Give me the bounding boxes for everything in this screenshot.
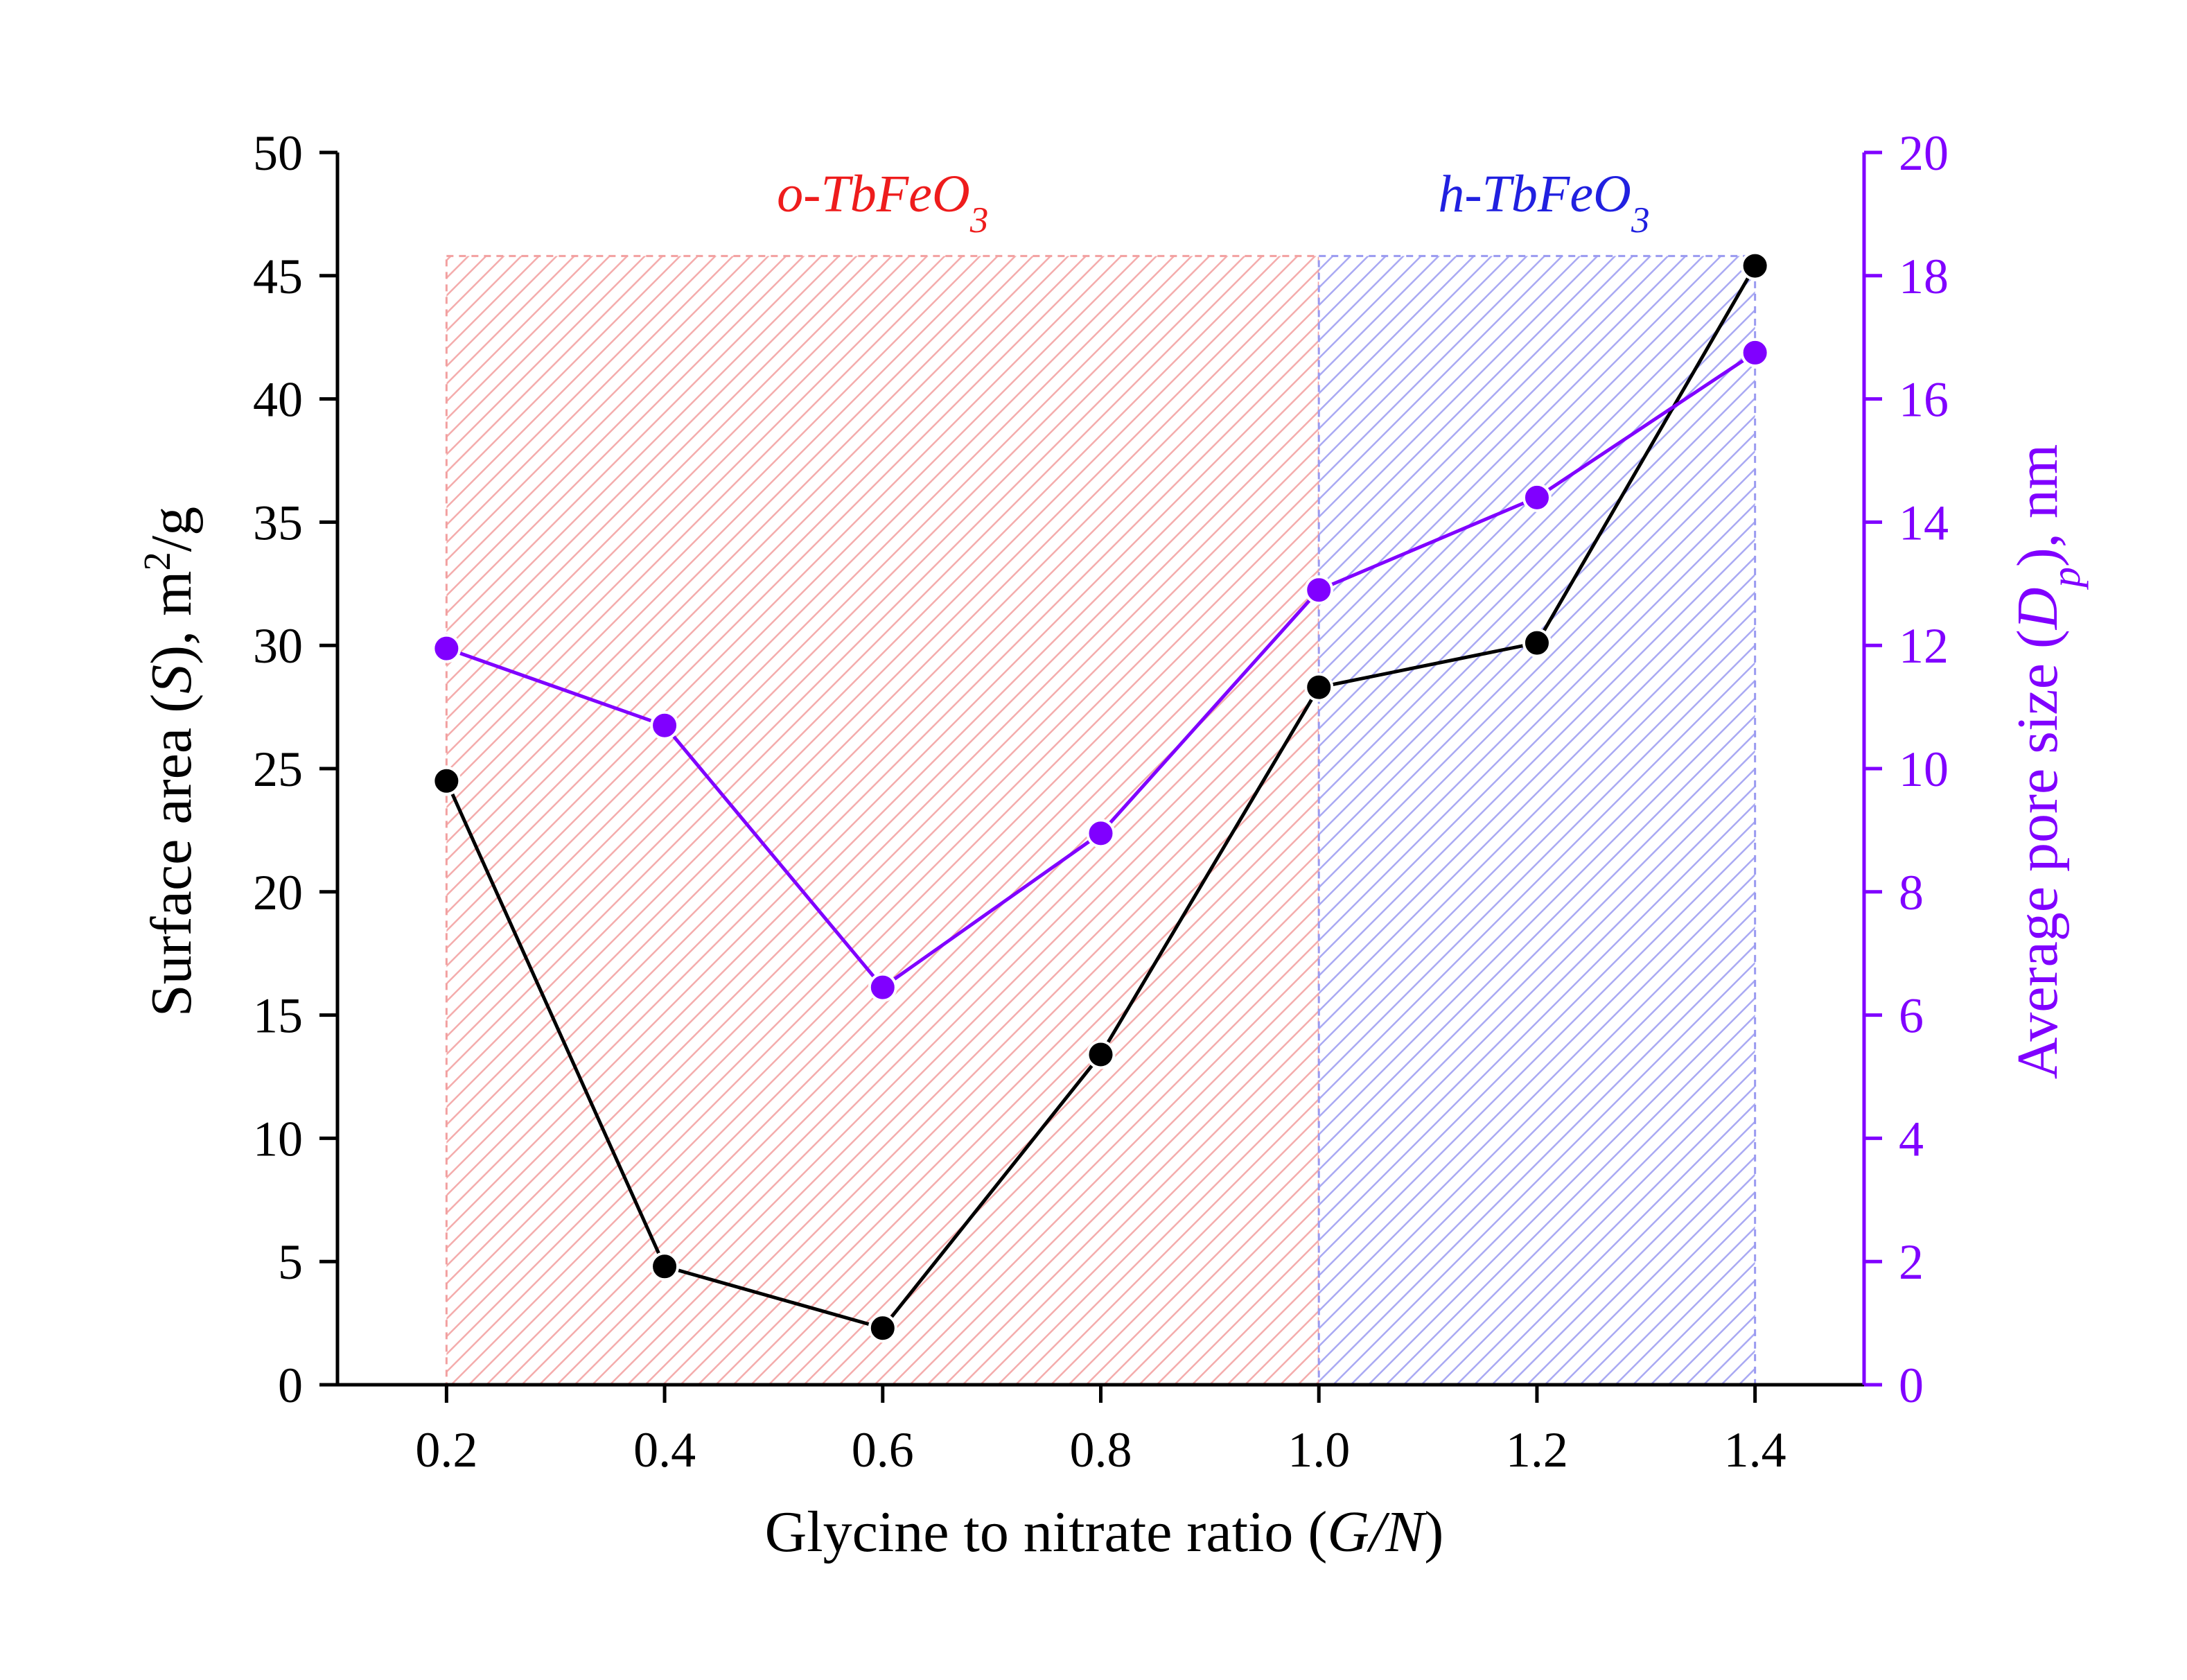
- y-right-tick-label: 0: [1899, 1358, 1924, 1413]
- phase-region-h: [1319, 256, 1755, 1385]
- y-left-tick-label: 10: [253, 1111, 303, 1166]
- surface-area-point: [1522, 628, 1552, 658]
- y-left-tick-label: 30: [253, 618, 303, 674]
- surface-area-point: [1740, 251, 1770, 281]
- x-tick-label: 1.2: [1506, 1422, 1568, 1478]
- y-right-tick-label: 12: [1899, 618, 1949, 674]
- y-left-tick-label: 25: [253, 742, 303, 797]
- y-left-tick-label: 15: [253, 988, 303, 1044]
- surface-area-point: [650, 1252, 680, 1281]
- y-right-tick-label: 4: [1899, 1111, 1924, 1166]
- y-right-tick-label: 18: [1899, 249, 1949, 304]
- surface-area-point: [1304, 672, 1334, 702]
- axis-labels: Glycine to nitrate ratio (G/N) Surface ar…: [136, 444, 2089, 1564]
- x-tick-label: 1.4: [1724, 1422, 1786, 1478]
- phase-region-border: [1317, 254, 1757, 1386]
- x-tick-label: 0.4: [633, 1422, 696, 1478]
- x-tick-label: 0.8: [1070, 1422, 1132, 1478]
- y-left-tick-label: 45: [253, 249, 303, 304]
- phase-regions: [445, 254, 1757, 1386]
- axes: 0.2 0.4 0.6 0.8 1.0 1.2 1.40510152025303540455…: [253, 125, 1949, 1478]
- y-right-tick-label: 16: [1899, 372, 1949, 428]
- pore-size-point: [868, 972, 897, 1002]
- pore-size-point: [1740, 338, 1770, 367]
- y-right-tick-label: 8: [1899, 865, 1924, 920]
- x-tick-label: 0.2: [415, 1422, 477, 1478]
- y-right-tick-label: 6: [1899, 988, 1924, 1044]
- y-right-tick-label: 2: [1899, 1234, 1924, 1290]
- x-tick-label: 0.6: [852, 1422, 914, 1478]
- pore-size-point: [650, 710, 680, 740]
- surface-area-point: [868, 1313, 897, 1343]
- phase-label-h: h-TbFeO3: [1438, 165, 1649, 240]
- y-right-tick-label: 10: [1899, 742, 1949, 797]
- y-left-tick-label: 5: [278, 1234, 303, 1290]
- pore-size-point: [1086, 819, 1116, 848]
- x-axis-label: Glycine to nitrate ratio (G/N): [765, 1500, 1444, 1564]
- phase-region-labels: o-TbFeO3 h-TbFeO3: [777, 165, 1649, 240]
- pore-size-point: [432, 633, 462, 663]
- y-left-tick-label: 35: [253, 495, 303, 550]
- pore-size-point: [1304, 575, 1334, 605]
- data-series: [432, 251, 1770, 1343]
- y-left-axis-label: Surface area (S), m2/g: [136, 507, 204, 1017]
- surface-area-point: [432, 766, 462, 796]
- pore-size-point: [1522, 482, 1552, 512]
- phase-label-o: o-TbFeO3: [777, 165, 988, 240]
- y-left-tick-label: 20: [253, 865, 303, 920]
- x-tick-label: 1.0: [1288, 1422, 1350, 1478]
- y-right-tick-label: 20: [1899, 125, 1949, 181]
- y-right-tick-label: 14: [1899, 495, 1949, 550]
- y-left-tick-label: 40: [253, 372, 303, 428]
- y-left-tick-label: 50: [253, 125, 303, 181]
- surface-area-point: [1086, 1040, 1116, 1069]
- y-left-tick-label: 0: [278, 1358, 303, 1413]
- y-right-axis-label: Average pore size (Dp), nm: [2005, 444, 2089, 1079]
- phase-region-o: [446, 256, 1319, 1385]
